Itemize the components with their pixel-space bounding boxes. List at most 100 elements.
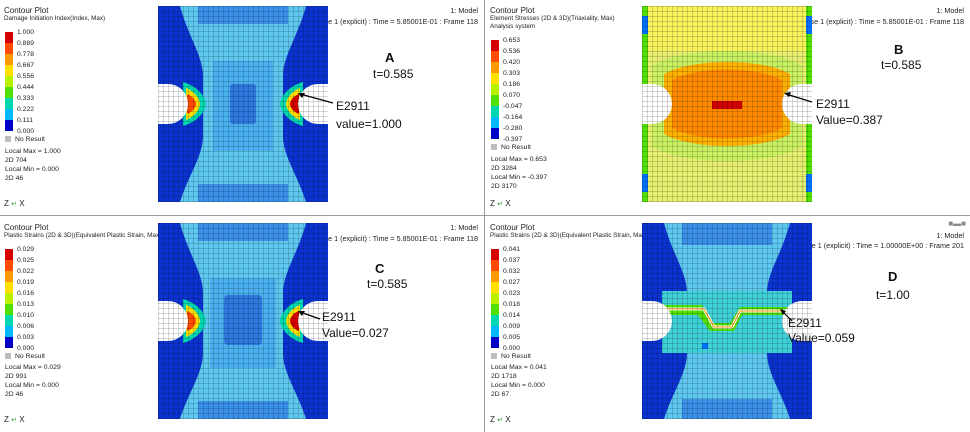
model-label: 1: Model — [936, 231, 964, 240]
legend-value: -0.164 — [503, 114, 523, 121]
legend-swatch — [5, 76, 13, 87]
local-max-element: 2D 3284 — [491, 165, 517, 172]
subcase-label: Subcase 1 (explicit) : Time = 5.85001E-0… — [304, 17, 478, 26]
legend-value: 0.029 — [17, 246, 35, 253]
legend-value: 0.889 — [17, 40, 35, 47]
legend-swatch — [491, 84, 499, 95]
legend-value: 0.653 — [503, 37, 521, 44]
local-max-label: Local Max = 0.029 — [5, 364, 61, 371]
legend-swatch — [5, 43, 13, 54]
time-annotation: t=0.585 — [881, 58, 922, 72]
legend-swatch — [491, 249, 499, 260]
subcase-label: Subcase 1 (explicit) : Time = 1.00000E+0… — [787, 241, 964, 250]
panel-c[interactable]: Contour Plot Plastic Strains (2D & 3D)(E… — [0, 217, 484, 432]
element-id-annotation: E2911 — [816, 97, 850, 111]
legend-swatch — [491, 73, 499, 84]
panel-divider-vertical — [484, 0, 485, 432]
legend-value: 0.006 — [17, 323, 35, 330]
legend-value: 0.186 — [503, 81, 521, 88]
legend-value: -0.397 — [503, 136, 523, 143]
contour-plot-title: Contour Plot — [490, 223, 535, 232]
legend-swatch — [491, 95, 499, 106]
legend-swatch — [5, 304, 13, 315]
legend-swatch — [491, 282, 499, 293]
contour-plot-title: Contour Plot — [490, 6, 535, 15]
mesh-grid — [642, 6, 812, 202]
no-result-legend: No Result — [5, 353, 45, 360]
legend-value: 0.000 — [17, 345, 35, 352]
legend-value: 0.010 — [17, 312, 35, 319]
panel-letter: B — [894, 42, 904, 57]
local-min-element: 2D 46 — [5, 391, 24, 398]
subcase-label: Subcase 1 (explicit) : Time = 5.85001E-0… — [304, 234, 478, 243]
legend-swatch — [5, 249, 13, 260]
legend-swatch — [491, 62, 499, 73]
legend-value: 0.444 — [17, 84, 35, 91]
legend-swatch — [5, 271, 13, 282]
legend-swatch — [491, 40, 499, 51]
mesh-svg — [158, 223, 328, 419]
no-result-swatch — [491, 353, 497, 360]
result-system-label: Analysis system — [490, 23, 536, 30]
legend-swatch — [5, 282, 13, 293]
element-id-annotation: E2911 — [788, 316, 822, 330]
panel-divider-horizontal — [0, 215, 970, 216]
contour-plot-mesh[interactable] — [642, 6, 812, 202]
panel-b[interactable]: Contour Plot Element Stresses (2D & 3D)(… — [486, 0, 970, 215]
result-type-label: Damage Initiation Index(Index, Max) — [4, 15, 106, 22]
legend-swatch — [5, 326, 13, 337]
result-type-label: Plastic Strains (2D & 3D)(Equivalent Pla… — [490, 232, 648, 239]
model-label: 1: Model — [936, 6, 964, 15]
mesh-svg — [158, 6, 328, 202]
element-value-annotation: Value=0.059 — [788, 331, 855, 345]
legend-value: 0.222 — [17, 106, 35, 113]
legend-swatch — [491, 51, 499, 62]
local-min-label: Local Min = -0.397 — [491, 174, 548, 181]
contour-plot-title: Contour Plot — [4, 6, 49, 15]
legend-value: 0.003 — [17, 334, 35, 341]
legend-value: 0.000 — [503, 345, 521, 352]
contour-plot-mesh[interactable] — [158, 223, 328, 419]
legend-swatch — [491, 271, 499, 282]
no-result-swatch — [5, 353, 11, 360]
panel-a[interactable]: Contour Plot Damage Initiation Index(Ind… — [0, 0, 484, 215]
window-controls-icon[interactable]: ■▬■ — [948, 219, 966, 228]
legend-swatch — [5, 65, 13, 76]
local-max-label: Local Max = 0.653 — [491, 156, 547, 163]
mesh-grid — [158, 223, 328, 419]
no-result-legend: No Result — [491, 353, 531, 360]
panel-d[interactable]: Contour Plot Plastic Strains (2D & 3D)(E… — [486, 217, 970, 432]
local-min-element: 2D 3170 — [491, 183, 517, 190]
legend-swatch — [491, 304, 499, 315]
legend-swatch — [5, 293, 13, 304]
legend-value: 0.333 — [17, 95, 35, 102]
contour-plot-mesh[interactable] — [158, 6, 328, 202]
result-type-label: Element Stresses (2D & 3D)(Triaxiality, … — [490, 15, 615, 22]
legend-swatch — [491, 337, 499, 348]
legend-value: 1.000 — [17, 29, 35, 36]
no-result-legend: No Result — [5, 136, 45, 143]
legend-value: 0.041 — [503, 246, 521, 253]
mesh-grid — [158, 6, 328, 202]
panel-letter: D — [888, 269, 898, 284]
mesh-grid — [642, 223, 812, 419]
mesh-svg — [642, 6, 812, 202]
legend-value: 0.022 — [17, 268, 35, 275]
legend-value: 0.019 — [17, 279, 35, 286]
no-result-legend: No Result — [491, 144, 531, 151]
subcase-label: Subcase 1 (explicit) : Time = 5.85001E-0… — [790, 17, 964, 26]
model-label: 1: Model — [450, 6, 478, 15]
contour-plot-mesh[interactable] — [642, 223, 812, 419]
legend-value: 0.025 — [17, 257, 35, 264]
legend-swatch — [491, 260, 499, 271]
local-min-label: Local Min = 0.000 — [491, 382, 545, 389]
legend-value: 0.303 — [503, 70, 521, 77]
legend-swatch — [5, 260, 13, 271]
legend-swatch — [491, 128, 499, 139]
legend-swatch — [5, 32, 13, 43]
axis-triad: Z ↵ X — [490, 199, 511, 208]
panel-letter: C — [375, 261, 385, 276]
legend-swatch — [5, 98, 13, 109]
axis-triad: Z ↵ X — [4, 415, 25, 424]
model-label: 1: Model — [450, 223, 478, 232]
